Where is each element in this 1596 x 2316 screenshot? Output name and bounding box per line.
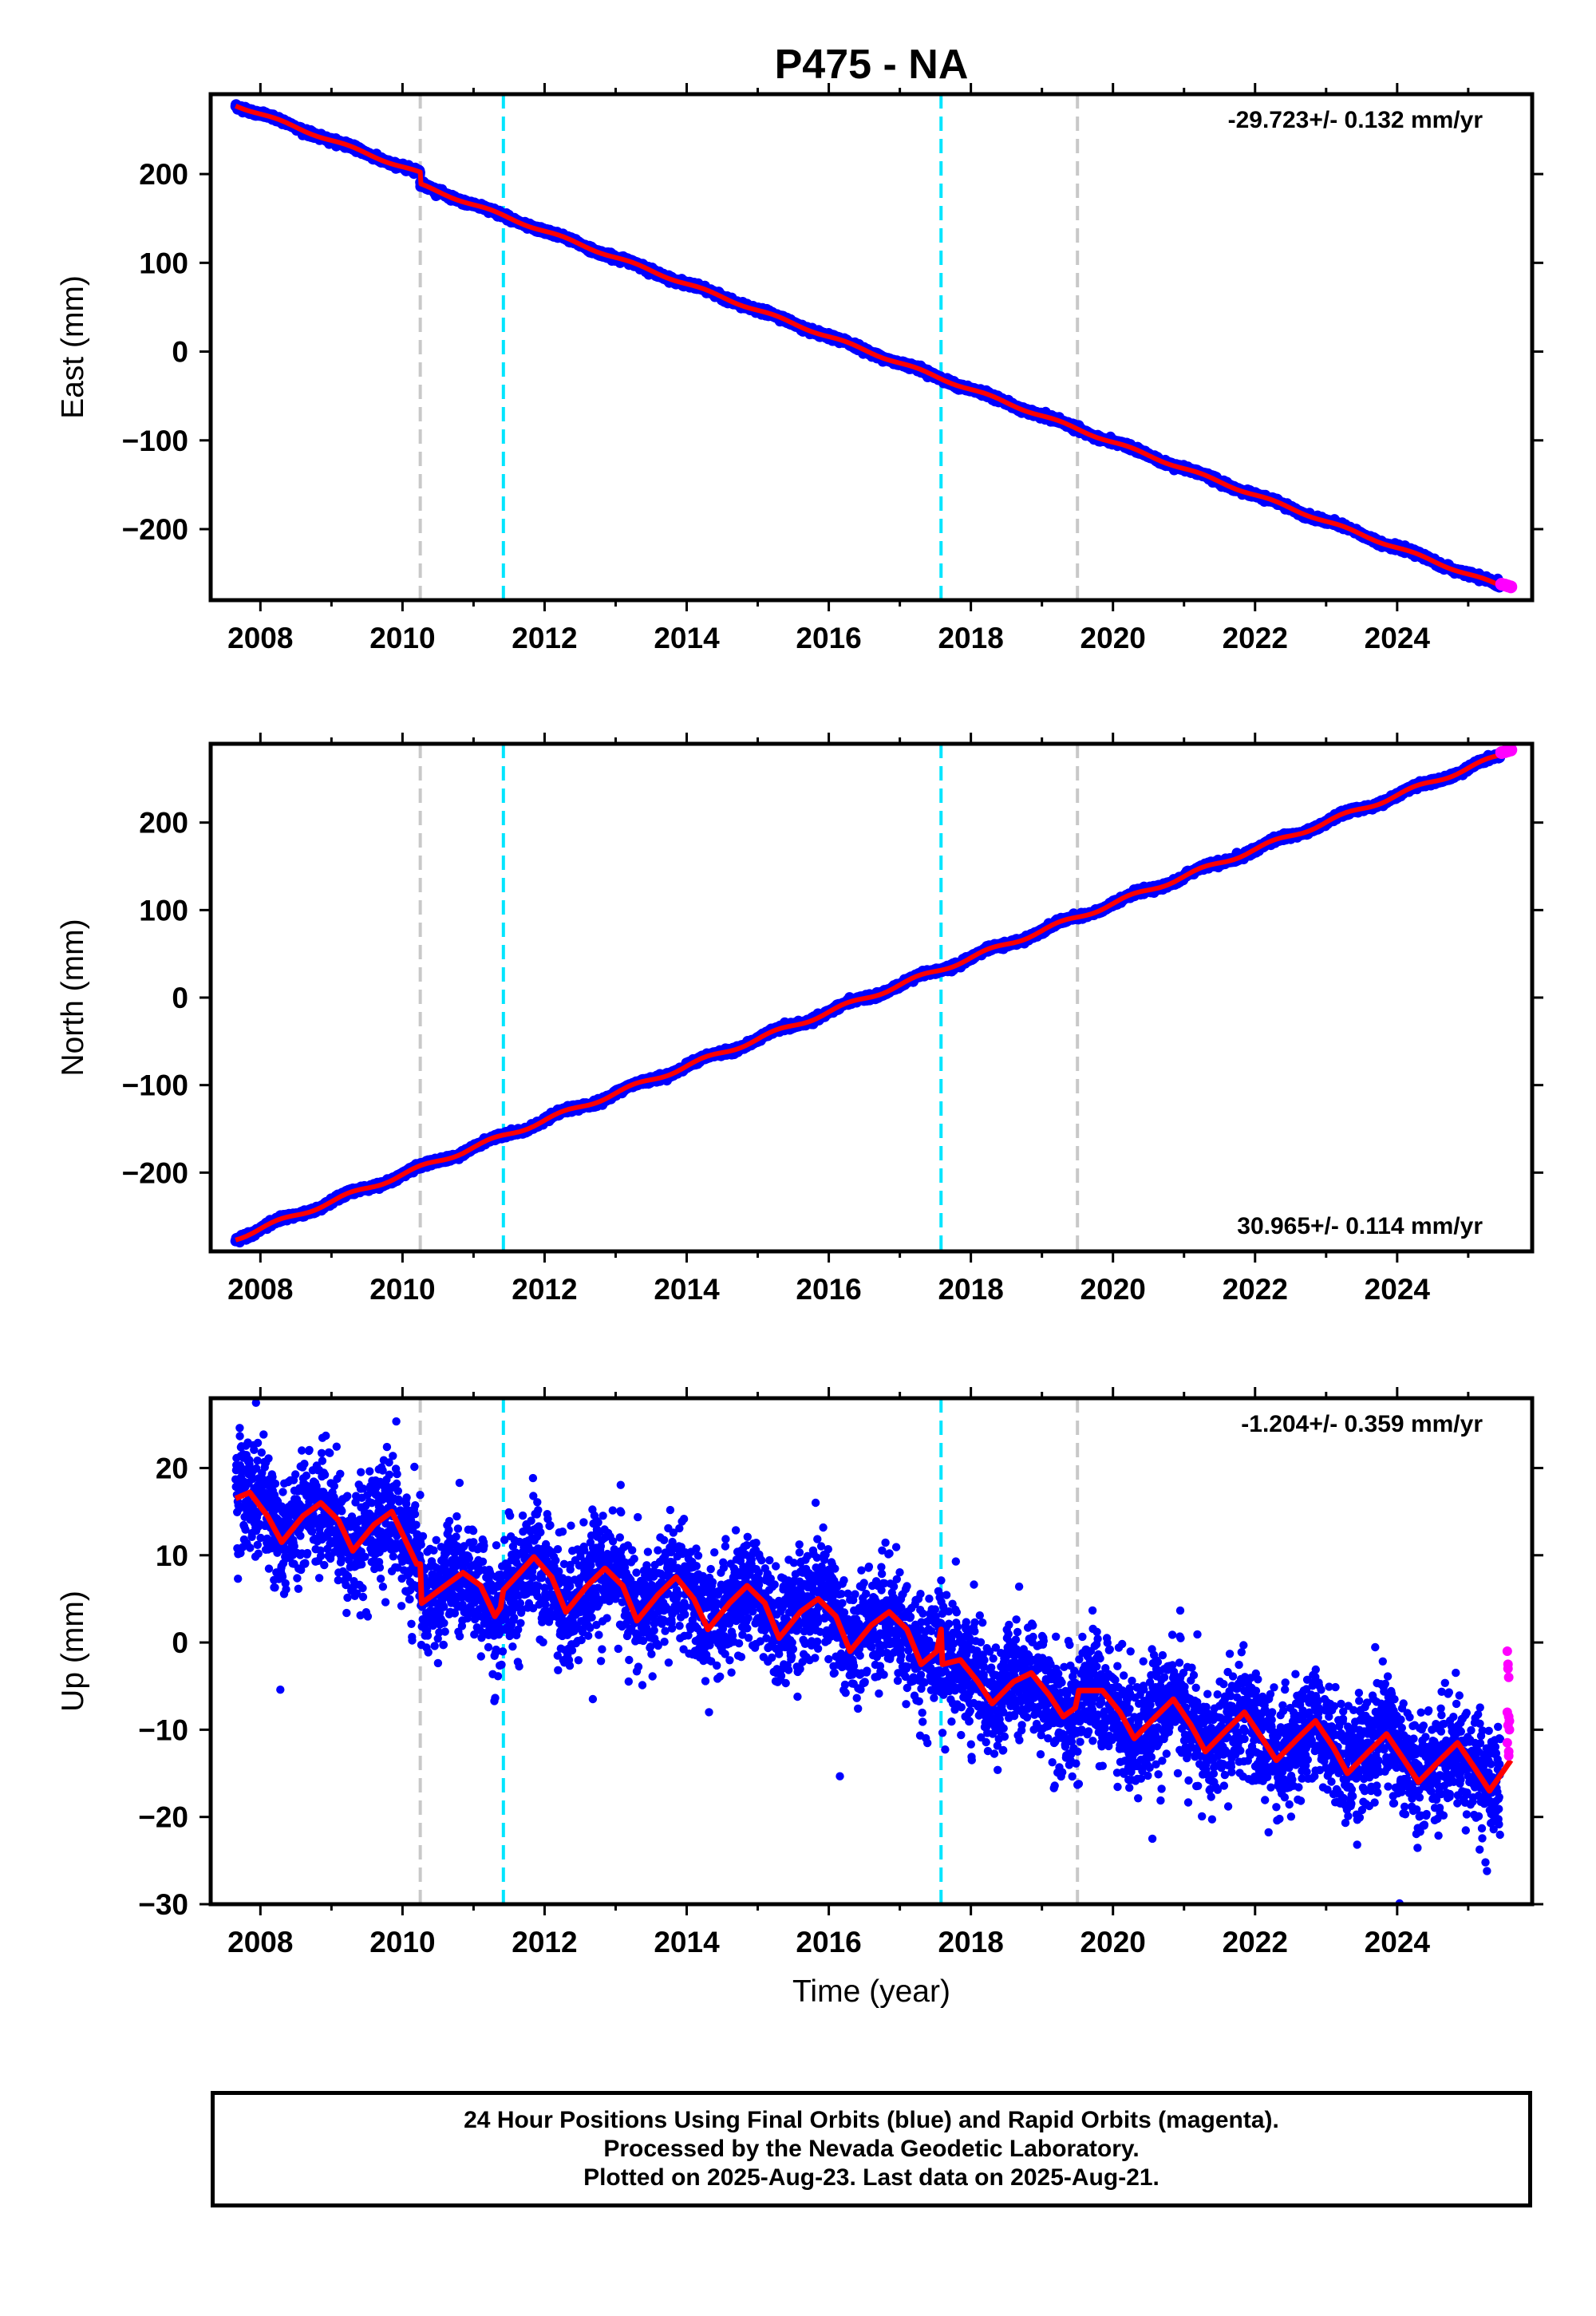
figure-title: P475 - NA — [775, 41, 969, 88]
data-layer — [230, 99, 1518, 594]
east-panel: 2008 2010 2012 2014 2016 2018 2020 2022 2024−200… — [56, 83, 1543, 654]
